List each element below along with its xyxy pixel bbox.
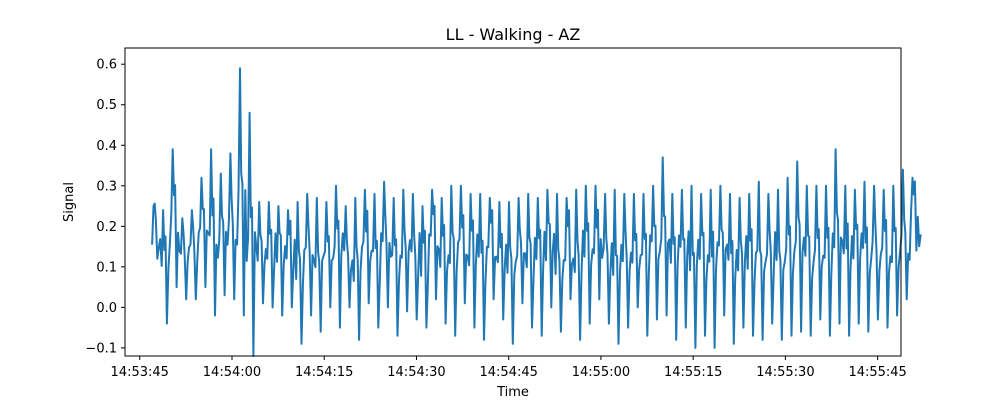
x-tick-label: 14:54:15: [295, 365, 353, 380]
y-tick-label: 0.6: [96, 58, 117, 73]
plot-area: [124, 47, 922, 357]
y-tick-label: 0.3: [96, 179, 117, 194]
x-axis-ticks: 14:53:45 14:54:00 14:54:15 14:54:30 14:54:45…: [111, 356, 907, 380]
x-tick-label: 14:55:00: [572, 365, 630, 380]
x-axis-label: Time: [496, 385, 529, 400]
y-axis-ticks: −0.1 0.0 0.1 0.2 0.3 0.4 0.5 0.6: [85, 58, 125, 356]
y-axis-label: Signal: [62, 182, 77, 222]
x-tick-label: 14:54:30: [387, 365, 445, 380]
y-tick-label: 0.0: [96, 301, 117, 316]
x-tick-label: 14:55:15: [664, 365, 722, 380]
y-tick-label: 0.5: [96, 98, 117, 113]
x-tick-label: 14:55:45: [848, 365, 906, 380]
x-tick-label: 14:53:45: [111, 365, 169, 380]
x-tick-label: 14:54:45: [480, 365, 538, 380]
axes-frame: [124, 47, 902, 357]
signal-series-line: [151, 67, 922, 357]
chart-title: LL - Walking - AZ: [446, 25, 581, 44]
x-tick-label: 14:55:30: [756, 365, 814, 380]
y-tick-label: −0.1: [85, 341, 117, 356]
x-tick-label: 14:54:00: [203, 365, 261, 380]
y-tick-label: 0.2: [96, 220, 117, 235]
y-tick-label: 0.4: [96, 139, 117, 154]
y-tick-label: 0.1: [96, 260, 117, 275]
